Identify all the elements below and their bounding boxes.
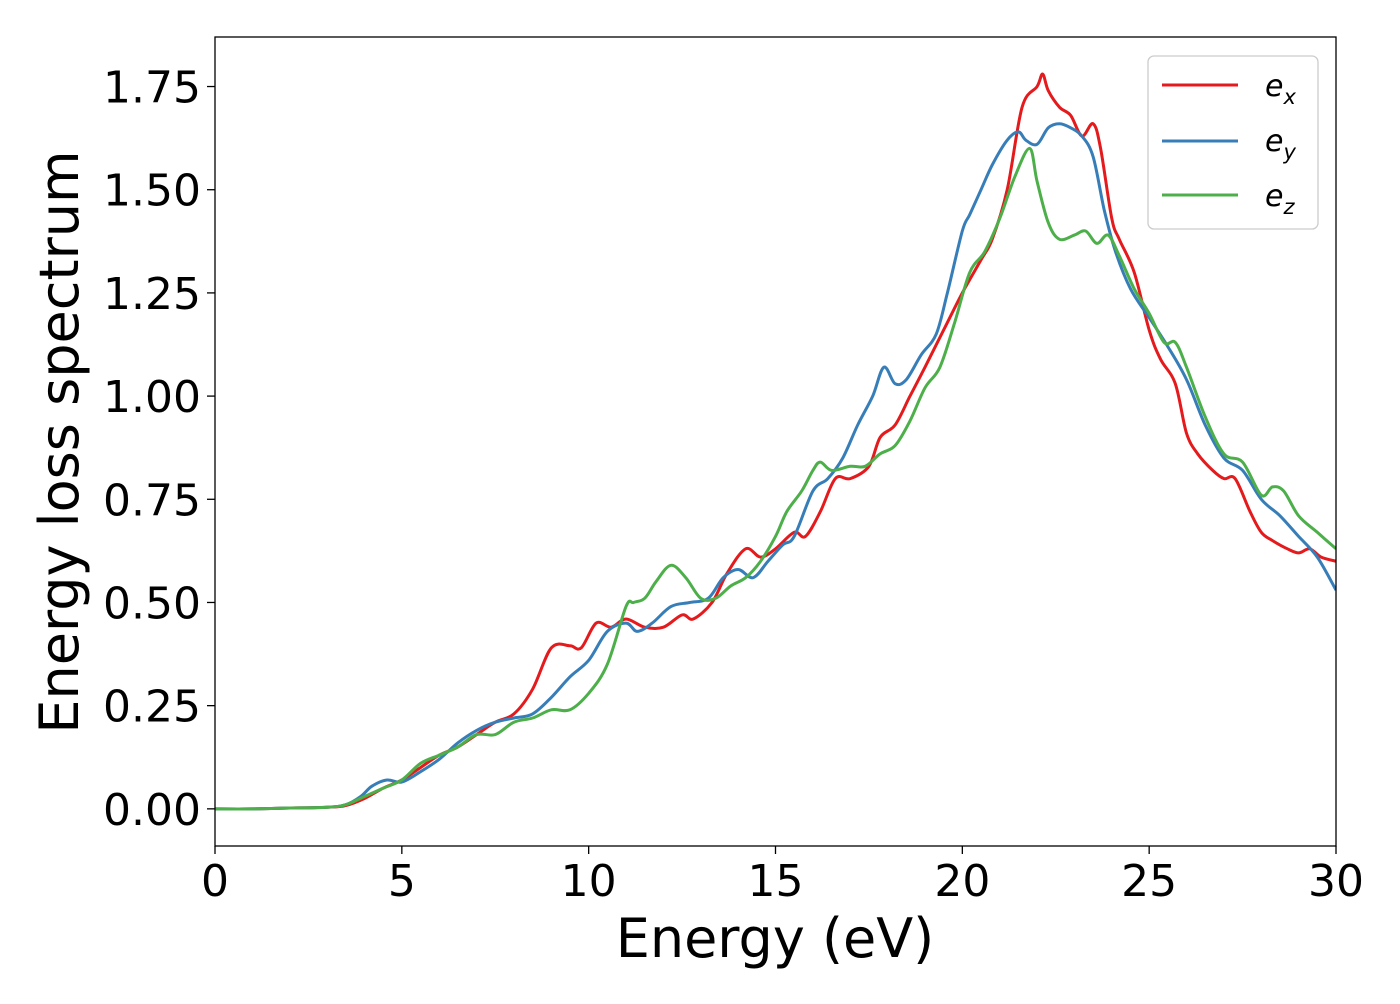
x-tick-label: 30 (1308, 856, 1364, 907)
x-tick-label: 10 (561, 856, 617, 907)
series-line-ey (215, 122, 1336, 811)
series-layer (215, 72, 1336, 811)
legend-label-ey-main: e (1265, 124, 1283, 159)
x-tick-label: 15 (748, 856, 804, 907)
legend-label-ex-main: e (1265, 69, 1283, 104)
x-tick-label: 25 (1121, 856, 1177, 907)
y-tick-label: 1.25 (103, 269, 201, 320)
x-tick-label: 0 (201, 856, 229, 907)
x-tick-label: 20 (934, 856, 990, 907)
x-tick-label: 5 (388, 856, 416, 907)
series-line-ez (215, 146, 1336, 811)
legend: ex ey ez (1147, 55, 1319, 230)
legend-label-ey-sub: y (1282, 140, 1296, 164)
legend-label-ey: ey (1265, 124, 1296, 164)
legend-label-ex-sub: x (1282, 85, 1296, 109)
legend-label-ez-main: e (1265, 179, 1283, 214)
ticks-layer: 0 5 10 15 20 25 30 0.00 0.25 0.50 0.75 1.00 1.25 1.50… (103, 63, 1364, 907)
y-tick-label: 1.00 (103, 372, 201, 423)
y-tick-label: 0.75 (103, 475, 201, 526)
y-tick-label: 0.25 (103, 682, 201, 733)
legend-label-ez: ez (1265, 179, 1295, 219)
y-tick-label: 0.00 (103, 785, 201, 836)
y-tick-label: 0.50 (103, 578, 201, 629)
y-axis-label: Energy loss spectrum (28, 150, 91, 733)
x-axis-label: Energy (eV) (616, 907, 935, 970)
legend-label-ez-sub: z (1282, 195, 1295, 219)
legend-label-ex: ex (1265, 69, 1296, 109)
y-tick-label: 1.50 (103, 166, 201, 217)
y-tick-label: 1.75 (103, 63, 201, 114)
